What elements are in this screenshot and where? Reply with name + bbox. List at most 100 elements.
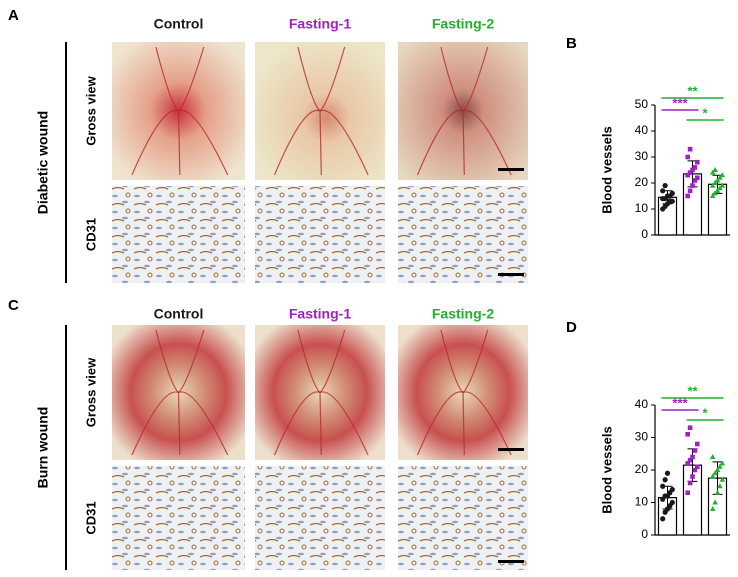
vessel — [319, 46, 346, 112]
data-point — [669, 499, 675, 506]
data-point — [695, 159, 700, 165]
data-point — [660, 516, 666, 522]
vessel — [297, 329, 321, 393]
data-point — [687, 188, 693, 194]
data-point — [687, 425, 693, 431]
data-point — [687, 146, 693, 152]
significance-label: * — [702, 105, 708, 120]
data-point — [712, 167, 718, 172]
data-point — [695, 175, 700, 181]
significance-label: *** — [672, 95, 688, 110]
vessel — [178, 109, 229, 176]
data-point — [717, 483, 723, 489]
row-label: CD31 — [83, 218, 98, 251]
cd31-image — [112, 466, 245, 570]
data-point — [662, 183, 668, 189]
scale-bar — [498, 560, 524, 563]
vessel — [462, 46, 489, 112]
data-point — [712, 180, 718, 185]
vessel — [462, 391, 512, 456]
cd31-image — [112, 186, 245, 283]
data-point — [687, 457, 693, 463]
data-point — [692, 165, 698, 170]
data-point — [690, 474, 695, 479]
panel-label: D — [566, 319, 577, 336]
data-point — [714, 187, 721, 193]
vessel — [131, 391, 179, 456]
y-tick-label: 10 — [635, 495, 649, 509]
vessel — [297, 46, 321, 112]
cd31-image — [398, 466, 528, 570]
data-point — [664, 470, 671, 476]
y-tick-label: 40 — [635, 397, 649, 411]
vessel — [319, 109, 369, 176]
data-point — [709, 454, 716, 459]
data-point — [690, 167, 695, 173]
vessel — [319, 329, 346, 393]
vessel — [155, 329, 179, 393]
cd31-image — [255, 466, 385, 570]
significance-label: * — [702, 405, 708, 420]
data-point — [687, 170, 693, 175]
data-point — [669, 190, 675, 196]
data-point — [712, 499, 718, 505]
data-point — [714, 489, 721, 495]
data-point — [719, 476, 726, 482]
data-point — [709, 182, 716, 188]
side-label: Burn wound — [35, 407, 51, 489]
vessel — [440, 329, 464, 393]
y-tick-label: 40 — [635, 123, 649, 137]
data-point — [695, 441, 700, 447]
data-point — [717, 174, 723, 180]
data-point — [660, 188, 666, 194]
data-point — [714, 177, 721, 183]
data-point — [690, 183, 695, 188]
vessel — [416, 109, 464, 176]
data-point — [662, 477, 668, 483]
y-tick-label: 50 — [635, 97, 649, 111]
data-point — [685, 490, 690, 496]
y-axis-label: Blood vessels — [599, 126, 614, 213]
row-label: CD31 — [83, 501, 98, 534]
data-point — [685, 461, 690, 466]
data-point — [714, 467, 721, 472]
vessel — [155, 46, 179, 112]
data-point — [709, 473, 716, 479]
column-header: Control — [154, 306, 204, 322]
data-point — [685, 154, 690, 160]
column-header: Fasting-1 — [289, 306, 351, 322]
data-point — [685, 431, 690, 437]
data-point — [709, 193, 716, 198]
vessel — [273, 391, 321, 456]
column-header: Control — [154, 16, 204, 32]
y-tick-label: 30 — [635, 430, 649, 444]
cd31-image — [255, 186, 385, 283]
vessel — [440, 46, 464, 112]
y-tick-label: 30 — [635, 149, 649, 163]
vessel — [319, 391, 369, 456]
data-point — [719, 172, 726, 178]
vessel — [178, 46, 205, 112]
data-point — [690, 454, 695, 460]
column-header: Fasting-1 — [289, 16, 351, 32]
cd31-image — [398, 186, 528, 283]
significance-label: *** — [672, 395, 688, 410]
panel-label: C — [8, 297, 19, 314]
data-point — [660, 483, 666, 489]
data-point — [692, 467, 698, 473]
data-point — [692, 448, 698, 453]
vessel — [462, 109, 512, 176]
vessel — [131, 109, 179, 176]
data-point — [687, 480, 693, 486]
row-label: Gross view — [83, 75, 98, 145]
vessel — [273, 109, 321, 176]
data-point — [709, 169, 716, 175]
panel-label: B — [566, 35, 577, 52]
vessel — [462, 329, 489, 393]
column-header: Fasting-2 — [432, 306, 494, 322]
vessel — [178, 329, 205, 393]
scale-bar — [498, 273, 524, 276]
y-tick-label: 20 — [635, 175, 649, 189]
y-tick-label: 20 — [635, 462, 649, 476]
significance-label: ** — [687, 383, 698, 398]
